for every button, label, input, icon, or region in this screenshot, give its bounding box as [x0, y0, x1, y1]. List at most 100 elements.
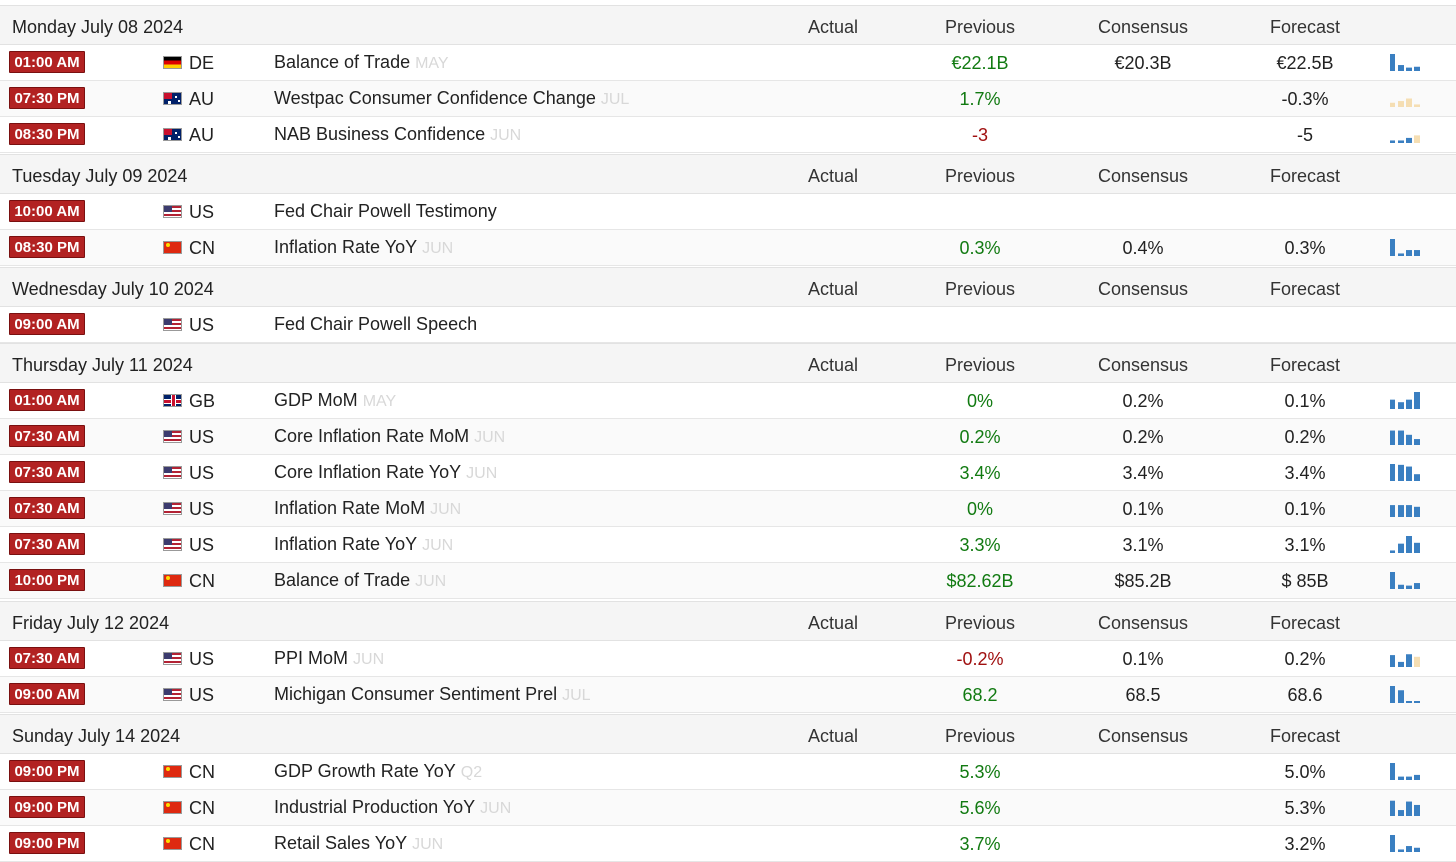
column-header-previous[interactable]: Previous — [944, 613, 1016, 633]
event-row[interactable]: 08:30 PM AU NAB Business Confidence JUN -3 -5 — [0, 117, 1456, 153]
column-header-actual[interactable]: Actual — [807, 726, 859, 746]
sparkline-chart[interactable] — [1389, 499, 1425, 517]
event-name-link[interactable]: Core Inflation Rate MoM JUN — [274, 426, 505, 447]
column-header-actual[interactable]: Actual — [807, 17, 859, 37]
event-name-link[interactable]: Inflation Rate MoM JUN — [274, 498, 461, 519]
event-row[interactable]: 01:00 AM DE Balance of Trade MAY €22.1B €20.3… — [0, 45, 1456, 81]
column-header-forecast[interactable]: Forecast — [1269, 355, 1341, 375]
sparkline-bar — [1406, 701, 1412, 703]
column-header-actual[interactable]: Actual — [807, 613, 859, 633]
sparkline-chart[interactable] — [1389, 798, 1425, 816]
sparkline-bar — [1414, 104, 1420, 107]
time-badge: 08:30 PM — [9, 236, 85, 258]
event-row[interactable]: 09:00 AM US Fed Chair Powell Speech — [0, 307, 1456, 343]
event-row[interactable]: 09:00 AM US Michigan Consumer Sentiment Pr… — [0, 677, 1456, 713]
sparkline-bar — [1406, 776, 1412, 780]
column-header-consensus[interactable]: Consensus — [1097, 613, 1189, 633]
us-flag-canton — [164, 503, 172, 509]
event-name-link[interactable]: Core Inflation Rate YoY JUN — [274, 462, 497, 483]
day-header-row: Sunday July 14 2024 Actual Previous Consens… — [0, 714, 1456, 754]
time-badge: 07:30 AM — [9, 497, 85, 519]
forecast-value: 0.3% — [1284, 238, 1326, 258]
column-header-consensus[interactable]: Consensus — [1097, 355, 1189, 375]
event-name-link[interactable]: Inflation Rate YoY JUN — [274, 237, 453, 258]
previous-value: 3.7% — [959, 834, 1001, 854]
day-date: Thursday July 11 2024 — [12, 355, 193, 375]
au-flag-union-jack — [164, 129, 172, 135]
sparkline-chart[interactable] — [1389, 685, 1425, 703]
time-badge: 07:30 AM — [9, 461, 85, 483]
sparkline-chart[interactable] — [1389, 53, 1425, 71]
time-badge: 08:30 PM — [9, 123, 85, 145]
previous-value: 3.3% — [959, 535, 1001, 555]
column-header-previous[interactable]: Previous — [944, 726, 1016, 746]
event-name-link[interactable]: PPI MoM JUN — [274, 648, 384, 669]
event-row[interactable]: 07:30 AM US Inflation Rate YoY JUN 3.3% 3.1% 3… — [0, 527, 1456, 563]
sparkline-chart[interactable] — [1389, 125, 1425, 143]
event-name-link[interactable]: Balance of Trade MAY — [274, 52, 449, 73]
sparkline-chart[interactable] — [1389, 535, 1425, 553]
event-name-link[interactable]: Michigan Consumer Sentiment Prel JUL — [274, 684, 591, 705]
column-header-forecast[interactable]: Forecast — [1269, 613, 1341, 633]
forecast-value: 3.4% — [1284, 463, 1326, 483]
column-header-previous[interactable]: Previous — [944, 17, 1016, 37]
event-name: Michigan Consumer Sentiment Prel — [274, 684, 558, 704]
reference-period: JUN — [422, 240, 454, 257]
event-name-link[interactable]: Fed Chair Powell Speech — [274, 314, 477, 335]
sparkline-chart[interactable] — [1389, 427, 1425, 445]
sparkline-chart[interactable] — [1389, 391, 1425, 409]
event-row[interactable]: 07:30 AM US PPI MoM JUN -0.2% 0.1% 0.2% — [0, 641, 1456, 677]
column-header-forecast[interactable]: Forecast — [1269, 166, 1341, 186]
column-header-consensus[interactable]: Consensus — [1097, 279, 1189, 299]
reference-period: JUN — [490, 127, 522, 144]
column-header-consensus[interactable]: Consensus — [1097, 166, 1189, 186]
event-name-link[interactable]: GDP Growth Rate YoY Q2 — [274, 761, 482, 782]
sparkline-chart[interactable] — [1389, 834, 1425, 852]
column-header-forecast[interactable]: Forecast — [1269, 279, 1341, 299]
event-name: Inflation Rate MoM — [274, 498, 426, 518]
event-row[interactable]: 09:00 PM CN Retail Sales YoY JUN 3.7% 3.2% — [0, 826, 1456, 862]
event-row[interactable]: 01:00 AM GB GDP MoM MAY 0% 0.2% 0.1% — [0, 383, 1456, 419]
event-name-link[interactable]: Inflation Rate YoY JUN — [274, 534, 453, 555]
event-row[interactable]: 08:30 PM CN Inflation Rate YoY JUN 0.3% 0.4% 0… — [0, 230, 1456, 266]
time-badge: 09:00 PM — [9, 832, 85, 854]
event-row[interactable]: 07:30 AM US Inflation Rate MoM JUN 0% 0.1% 0.1… — [0, 491, 1456, 527]
column-header-previous[interactable]: Previous — [944, 166, 1016, 186]
event-name-link[interactable]: Retail Sales YoY JUN — [274, 833, 443, 854]
sparkline-chart[interactable] — [1389, 463, 1425, 481]
column-header-actual[interactable]: Actual — [807, 355, 859, 375]
event-row[interactable]: 10:00 PM CN Balance of Trade JUN $82.62B $85.… — [0, 563, 1456, 599]
event-row[interactable]: 09:00 PM CN Industrial Production YoY JUN 5.… — [0, 790, 1456, 826]
column-header-previous[interactable]: Previous — [944, 355, 1016, 375]
event-name-link[interactable]: Balance of Trade JUN — [274, 570, 446, 591]
event-row[interactable]: 07:30 PM AU Westpac Consumer Confidence Ch… — [0, 81, 1456, 117]
event-name-link[interactable]: Industrial Production YoY JUN — [274, 797, 511, 818]
sparkline-chart[interactable] — [1389, 571, 1425, 589]
cn-flag-star — [166, 839, 170, 843]
event-name-link[interactable]: NAB Business Confidence JUN — [274, 124, 521, 145]
column-header-actual[interactable]: Actual — [807, 279, 859, 299]
event-name-link[interactable]: Westpac Consumer Confidence Change JUL — [274, 88, 629, 109]
event-name-link[interactable]: Fed Chair Powell Testimony — [274, 201, 497, 222]
sparkline-bar — [1390, 464, 1395, 481]
sparkline-chart[interactable] — [1389, 762, 1425, 780]
sparkline-bar — [1398, 253, 1404, 256]
column-header-forecast[interactable]: Forecast — [1269, 17, 1341, 37]
sparkline-chart[interactable] — [1389, 89, 1425, 107]
event-row[interactable]: 07:30 AM US Core Inflation Rate YoY JUN 3.4%… — [0, 455, 1456, 491]
cn-flag-icon — [163, 765, 182, 778]
column-header-consensus[interactable]: Consensus — [1097, 726, 1189, 746]
event-row[interactable]: 07:30 AM US Core Inflation Rate MoM JUN 0.2%… — [0, 419, 1456, 455]
event-name-link[interactable]: GDP MoM MAY — [274, 390, 396, 411]
column-header-actual[interactable]: Actual — [807, 166, 859, 186]
sparkline-chart[interactable] — [1389, 238, 1425, 256]
event-name: GDP Growth Rate YoY — [274, 761, 456, 781]
event-row[interactable]: 09:00 PM CN GDP Growth Rate YoY Q2 5.3% 5.0% — [0, 754, 1456, 790]
column-header-consensus[interactable]: Consensus — [1097, 17, 1189, 37]
column-header-previous[interactable]: Previous — [944, 279, 1016, 299]
event-row[interactable]: 10:00 AM US Fed Chair Powell Testimony — [0, 194, 1456, 230]
sparkline-chart[interactable] — [1389, 649, 1425, 667]
time-badge: 07:30 AM — [9, 533, 85, 555]
column-header-forecast[interactable]: Forecast — [1269, 726, 1341, 746]
country-code: US — [189, 202, 215, 222]
